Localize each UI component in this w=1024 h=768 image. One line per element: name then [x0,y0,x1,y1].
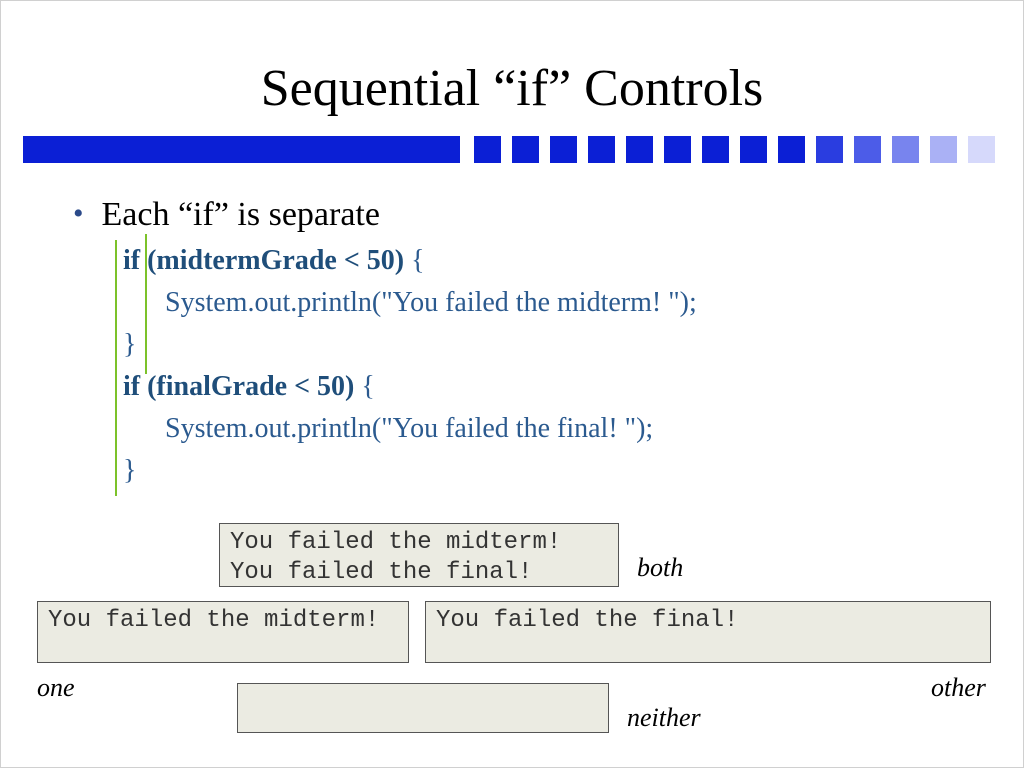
bullet-text: Each “if” is separate [102,196,380,234]
caption-one: one [37,673,75,703]
divider-square [702,136,729,163]
divider-solid [23,136,460,163]
code-line-1: if (midtermGrade < 50) { [123,240,963,282]
code-rest-1: { [404,245,424,276]
divider-squares [474,136,995,163]
code-line-5: System.out.println("You failed the final… [123,408,963,450]
output-box-neither [237,683,609,733]
bullet-row: • Each “if” is separate [73,196,963,234]
divider-square [968,136,995,163]
code-bold-1: if (midtermGrade < 50) [123,245,404,276]
divider-square [550,136,577,163]
code-block: if (midtermGrade < 50) { System.out.prin… [115,240,963,492]
divider-square [854,136,881,163]
output-both-line2: You failed the final! [230,558,608,588]
output-box-one: You failed the midterm! [37,601,409,663]
code-rest-2: { [354,371,374,402]
divider-square [816,136,843,163]
bullet-icon: • [73,199,84,229]
code-bold-2: if (finalGrade < 50) [123,371,354,402]
output-box-other: You failed the final! [425,601,991,663]
caption-both: both [637,553,683,583]
divider-square [512,136,539,163]
output-box-both: You failed the midterm! You failed the f… [219,523,619,587]
output-one-text: You failed the midterm! [48,606,398,636]
divider-square [778,136,805,163]
divider-square [740,136,767,163]
green-line-2 [145,234,147,374]
divider-square [892,136,919,163]
content-area: • Each “if” is separate if (midtermGrade… [1,166,1023,492]
divider-square [930,136,957,163]
slide-title: Sequential “if” Controls [1,1,1023,136]
code-line-4: if (finalGrade < 50) { [123,366,963,408]
code-line-3: } [123,324,963,366]
divider-square [474,136,501,163]
divider-square [588,136,615,163]
green-line-1 [115,240,117,496]
code-line-2: System.out.println("You failed the midte… [123,282,963,324]
divider-square [664,136,691,163]
divider-square [626,136,653,163]
output-both-line1: You failed the midterm! [230,528,608,558]
code-line-6: } [123,450,963,492]
caption-neither: neither [627,703,701,733]
output-other-text: You failed the final! [436,606,980,636]
caption-other: other [931,673,986,703]
divider-bar [23,136,1001,166]
